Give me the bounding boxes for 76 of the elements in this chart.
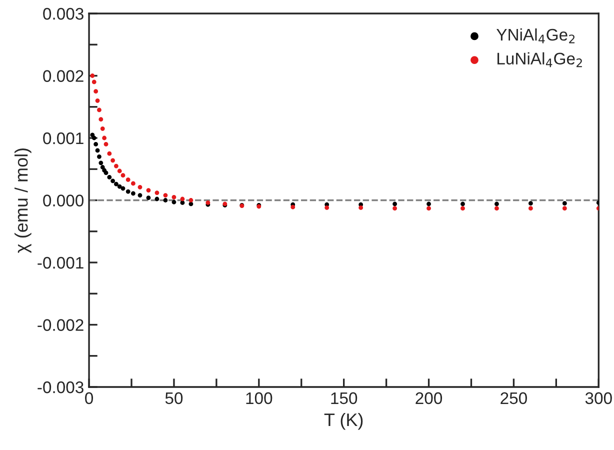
point — [154, 190, 160, 195]
point — [107, 175, 112, 180]
y-tick-label: -0.002 — [38, 319, 84, 331]
point — [163, 198, 168, 202]
point — [358, 206, 364, 210]
y-tick-label: 0.002 — [43, 70, 84, 82]
point — [126, 189, 130, 194]
x-tick-label: 250 — [500, 392, 527, 404]
point — [102, 136, 107, 140]
legend-label: YNiAl$_{4}$Ge$_{2}$ — [496, 28, 575, 44]
y-tick-label: 0.003 — [43, 8, 84, 20]
x-tick-label: 150 — [331, 392, 358, 404]
point — [100, 165, 105, 170]
point — [324, 206, 330, 210]
point — [98, 160, 104, 166]
point — [494, 202, 499, 206]
point — [95, 148, 100, 153]
point — [188, 198, 194, 202]
point — [104, 170, 108, 176]
point — [494, 206, 499, 211]
point — [114, 182, 118, 186]
point — [562, 206, 567, 211]
point — [180, 196, 185, 202]
point — [131, 191, 136, 196]
legend-label: LuNiAl$_{4}$Ge$_{2}$ — [498, 52, 582, 68]
point — [154, 196, 160, 202]
point — [392, 206, 397, 211]
point — [104, 142, 108, 146]
point — [426, 202, 431, 206]
x-tick-label: 100 — [246, 392, 272, 404]
point — [90, 74, 95, 78]
point — [528, 206, 533, 211]
point — [392, 202, 397, 206]
y-tick-label: 0.001 — [43, 132, 84, 144]
point — [92, 80, 96, 84]
point — [138, 184, 142, 190]
point — [97, 108, 102, 112]
point — [110, 178, 116, 184]
point — [172, 200, 176, 204]
point — [460, 202, 465, 206]
point — [100, 126, 105, 131]
point — [290, 204, 296, 210]
point — [117, 168, 122, 174]
point — [460, 206, 465, 211]
y-axis-title: χ (emu / mol) — [14, 148, 32, 253]
point — [90, 132, 95, 138]
x-tick-label: 50 — [165, 392, 183, 404]
point — [562, 201, 567, 206]
point — [120, 173, 126, 178]
point — [146, 188, 151, 192]
point — [138, 193, 142, 198]
point — [110, 158, 116, 163]
point — [94, 89, 98, 94]
point — [131, 181, 136, 186]
point — [107, 151, 112, 156]
point — [172, 194, 176, 200]
point — [95, 98, 100, 103]
point — [94, 142, 98, 146]
point — [120, 186, 126, 191]
x-tick-label: 0 — [85, 392, 94, 404]
point — [528, 201, 533, 206]
x-tick-label: 200 — [416, 392, 442, 404]
point — [92, 136, 96, 140]
y-tick-label: 0.000 — [43, 194, 84, 206]
point — [146, 196, 151, 200]
point — [97, 154, 102, 159]
x-tick-label: 300 — [585, 392, 612, 404]
point — [426, 206, 431, 211]
point — [98, 117, 104, 122]
point — [114, 164, 118, 168]
y-tick-label: -0.003 — [38, 381, 84, 394]
x-axis-title: T (K) — [324, 412, 363, 430]
point — [163, 193, 168, 198]
y-tick-label: -0.001 — [38, 256, 84, 269]
point — [180, 200, 185, 205]
point — [126, 178, 130, 182]
